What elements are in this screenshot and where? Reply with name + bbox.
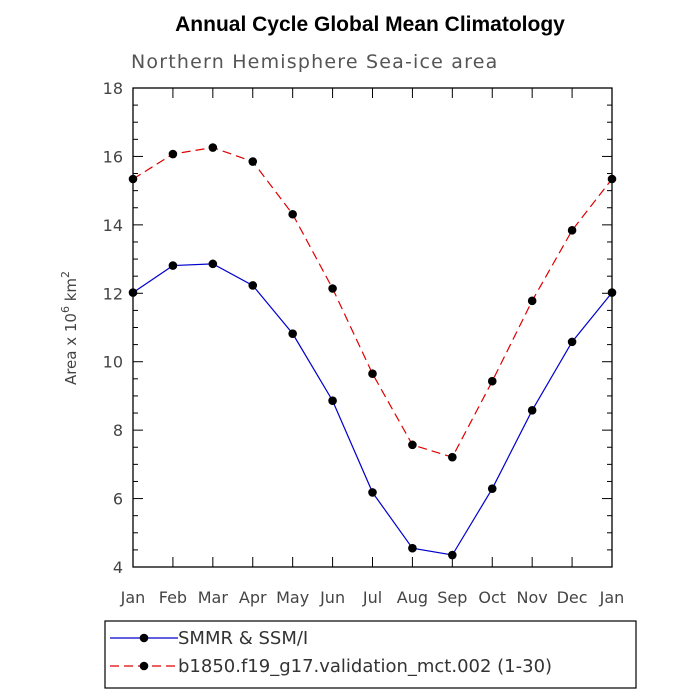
series-0-point: [168, 261, 178, 270]
x-tick-label: Mar: [198, 588, 229, 607]
x-tick-label: Jan: [120, 588, 146, 607]
series-1-point: [607, 174, 617, 184]
series-1-point: [527, 296, 537, 306]
series-0-point: [288, 329, 297, 338]
series-1-point: [168, 149, 178, 159]
series-0-point: [128, 288, 138, 297]
series-1-point: [368, 369, 377, 378]
x-tick-label: May: [276, 588, 309, 607]
x-tick-label: Aug: [397, 588, 428, 607]
chart-title: Annual Cycle Global Mean Climatology: [175, 13, 565, 36]
y-tick-label: 8: [113, 421, 123, 440]
series-0-point: [527, 405, 537, 415]
series-layer: [128, 143, 617, 560]
legend-box: [104, 620, 637, 689]
series-line-0: [132, 263, 613, 556]
series-1-point: [487, 376, 497, 386]
series-0-point: [208, 259, 218, 269]
chart-subtitle: Northern Hemisphere Sea-ice area: [131, 51, 498, 73]
series-1-point: [128, 174, 138, 184]
series-1-point: [288, 209, 297, 219]
x-tick-label: Jul: [362, 588, 382, 607]
legend-marker-0: [139, 633, 149, 643]
y-axis: 4 6 8 10 12 14 16 18: [103, 79, 612, 577]
series-1-point: [208, 143, 218, 152]
series-0-point: [368, 488, 377, 497]
x-tick-label: Oct: [478, 588, 506, 607]
series-0-point: [607, 288, 617, 297]
x-tick-label: Feb: [159, 588, 187, 607]
series-1-point: [567, 226, 577, 235]
series-0-point: [248, 281, 258, 290]
series-line-1: [132, 146, 613, 458]
series-0-point: [567, 337, 577, 347]
series-1-point: [408, 440, 417, 450]
y-tick-label: 14: [103, 216, 123, 235]
series-0-point: [487, 484, 497, 493]
legend-label-1: b1850.f19_g17.validation_mct.002 (1-30): [178, 656, 552, 677]
x-tick-label: Nov: [517, 588, 548, 607]
y-axis-label: Area x 106 km2: [59, 271, 80, 385]
series-1-point: [248, 157, 258, 166]
x-tick-label: Jun: [319, 588, 345, 607]
x-tick-label: Apr: [239, 588, 267, 607]
series-1-point: [328, 284, 337, 293]
legend-label-0: SMMR & SSM/I: [178, 628, 308, 649]
x-tick-label: Sep: [437, 588, 467, 607]
y-tick-label: 16: [103, 147, 123, 166]
x-axis: Jan Feb Mar Apr May Jun Jul Aug Sep Oct Nov Dec Jan: [120, 88, 625, 607]
y-tick-label: 6: [113, 490, 123, 509]
legend: SMMR & SSM/I b1850.f19_g17.validation_mct…: [104, 620, 637, 689]
x-tick-label: Dec: [557, 588, 588, 607]
series-0-point: [328, 396, 337, 406]
y-tick-label: 12: [103, 284, 123, 303]
series-0-point: [448, 550, 457, 560]
series-1-point: [448, 452, 457, 462]
y-tick-label: 18: [103, 79, 123, 98]
series-0-point: [408, 543, 417, 553]
legend-marker-1: [139, 661, 149, 671]
y-tick-label: 4: [113, 558, 123, 577]
x-tick-label: Jan: [599, 588, 625, 607]
y-tick-label: 10: [103, 353, 123, 372]
